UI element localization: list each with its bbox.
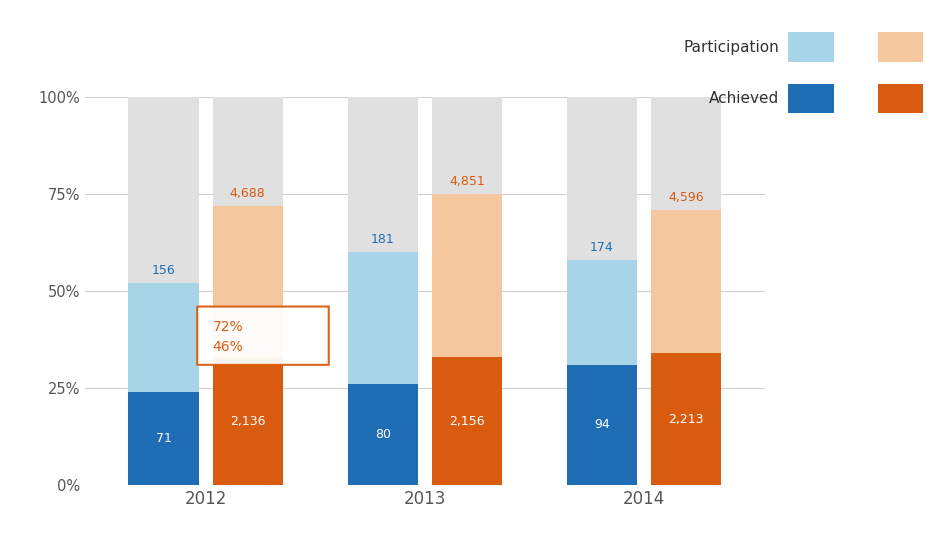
Text: DEPT: DEPT bbox=[885, 32, 917, 45]
Text: Achieved: Achieved bbox=[709, 91, 779, 106]
Text: 2,213: 2,213 bbox=[668, 413, 704, 426]
Bar bbox=[651, 353, 721, 485]
Text: Participation: Participation bbox=[683, 40, 779, 54]
Bar bbox=[212, 357, 282, 485]
Bar bbox=[651, 97, 721, 485]
Bar bbox=[347, 384, 418, 485]
Text: 94: 94 bbox=[594, 418, 610, 431]
FancyBboxPatch shape bbox=[197, 307, 329, 365]
Text: EMP: EMP bbox=[798, 32, 824, 45]
Bar bbox=[567, 97, 637, 485]
Text: 80: 80 bbox=[375, 428, 391, 441]
Bar bbox=[651, 210, 721, 485]
Text: 156: 156 bbox=[152, 265, 176, 278]
Bar bbox=[128, 392, 198, 485]
Bar bbox=[128, 284, 198, 485]
Bar bbox=[347, 252, 418, 485]
Bar bbox=[212, 97, 282, 485]
Bar bbox=[128, 97, 198, 485]
Text: 72%: 72% bbox=[212, 320, 244, 334]
Text: 4,851: 4,851 bbox=[449, 175, 485, 188]
Bar bbox=[567, 260, 637, 485]
Text: 4,688: 4,688 bbox=[229, 187, 265, 200]
Bar bbox=[212, 206, 282, 485]
Text: 4,596: 4,596 bbox=[668, 191, 704, 204]
Text: 174: 174 bbox=[590, 241, 614, 254]
Bar bbox=[431, 97, 502, 485]
Bar bbox=[347, 97, 418, 485]
Bar bbox=[431, 194, 502, 485]
Bar bbox=[567, 365, 637, 485]
Text: 2,136: 2,136 bbox=[230, 414, 265, 427]
Text: 181: 181 bbox=[371, 233, 395, 246]
Bar bbox=[431, 357, 502, 485]
Text: 46%: 46% bbox=[212, 340, 244, 354]
Text: 2,156: 2,156 bbox=[449, 414, 484, 427]
Text: 71: 71 bbox=[156, 432, 172, 445]
